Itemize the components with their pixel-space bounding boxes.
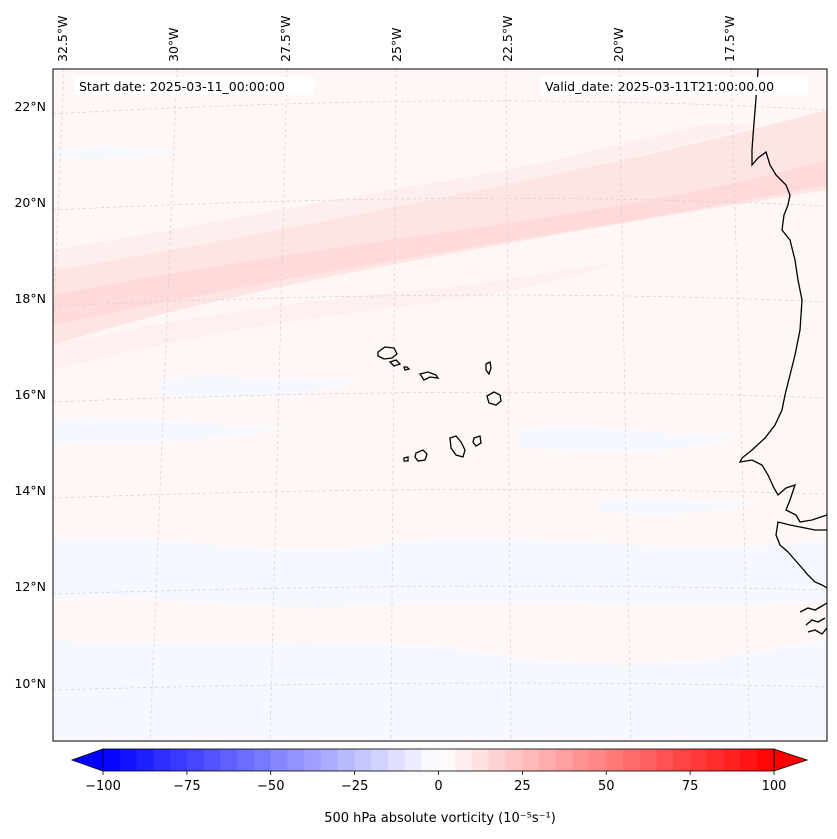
colorbar-segment	[186, 749, 205, 771]
colorbar-segment	[606, 749, 624, 771]
colorbar-segment	[170, 749, 188, 771]
positive-vorticity-band	[53, 110, 827, 370]
coastline	[377, 69, 827, 635]
colorbar-segment	[623, 749, 641, 771]
colorbar-segment	[673, 749, 691, 771]
colorbar-tick-label: 0	[434, 779, 442, 794]
lat-label: 12°N	[14, 579, 46, 594]
colorbar-segment	[404, 749, 423, 771]
lat-label: 16°N	[14, 387, 46, 402]
colorbar-segment	[572, 749, 591, 771]
colorbar-segment	[740, 749, 758, 771]
lat-label: 18°N	[14, 291, 46, 306]
graticule	[53, 69, 827, 741]
latitude-labels: 22°N 20°N 18°N 16°N 14°N 12°N 10°N	[14, 99, 46, 691]
lat-label: 10°N	[14, 676, 46, 691]
colorbar-segment	[539, 749, 557, 771]
map-frame	[52, 68, 828, 742]
longitude-labels: 32.5°W 30°W 27.5°W 25°W 22.5°W 20°W 17.5…	[55, 16, 737, 62]
colorbar-segment	[472, 749, 490, 771]
colorbar-segment	[589, 749, 607, 771]
lon-label: 32.5°W	[55, 16, 70, 62]
colorbar-segment	[270, 749, 289, 771]
colorbar-segment	[505, 749, 523, 771]
start-date-box	[74, 77, 314, 95]
lat-label: 20°N	[14, 195, 46, 210]
colorbar-segment	[488, 749, 507, 771]
colorbar-segment	[522, 749, 540, 771]
colorbar-segment	[237, 749, 255, 771]
colorbar-segment	[321, 749, 339, 771]
negative-vorticity-shading	[53, 147, 827, 741]
colorbar-tick-label: 75	[682, 779, 699, 794]
coast-islands-south	[799, 602, 827, 635]
colorbar-segments	[103, 749, 775, 771]
cape-verde-sao-vicente	[388, 359, 402, 367]
cape-verde-sao-nicolau	[418, 371, 440, 381]
cape-verde-maio	[472, 435, 482, 447]
colorbar-segment	[723, 749, 742, 771]
colorbar-segment	[119, 749, 138, 771]
colorbar-segment	[639, 749, 658, 771]
colorbar-tick-label: −100	[85, 779, 121, 794]
colorbar-segment	[371, 749, 389, 771]
lon-label: 20°W	[611, 27, 626, 62]
colorbar-segment	[555, 749, 574, 771]
colorbar-tick-label: −75	[173, 779, 200, 794]
cape-verde-santiago	[449, 435, 466, 458]
start-date-label: Start date: 2025-03-11_00:00:00	[79, 79, 285, 94]
lat-label: 22°N	[14, 99, 46, 114]
cape-verde-boa-vista	[486, 391, 502, 406]
colorbar-segment	[656, 749, 674, 771]
colorbar-tick-label: 100	[762, 779, 787, 794]
valid-date-box	[540, 77, 808, 95]
colorbar-segment	[455, 749, 473, 771]
cape-verde-santa-luzia	[403, 366, 411, 371]
cape-verde-sal	[485, 361, 492, 376]
colorbar-segment	[438, 749, 456, 771]
colorbar: −100 −75 −50 −25 0 25 50 75 100 500 hPa absolute…	[70, 748, 809, 826]
colorbar-ticks: −100 −75 −50 −25 0 25 50 75 100	[85, 771, 786, 794]
colorbar-segment	[136, 749, 154, 771]
colorbar-max-extension	[773, 748, 809, 772]
west-africa-coast	[738, 69, 827, 523]
colorbar-min-extension	[70, 748, 104, 772]
lon-label: 17.5°W	[722, 16, 737, 62]
colorbar-tick-label: 50	[598, 779, 615, 794]
colorbar-segment	[354, 749, 372, 771]
cape-verde-fogo	[414, 449, 428, 462]
lon-label: 22.5°W	[500, 16, 515, 62]
colorbar-segment	[757, 749, 775, 771]
colorbar-segment	[153, 749, 171, 771]
colorbar-segment	[337, 749, 356, 771]
colorbar-segment	[421, 749, 440, 771]
colorbar-segment	[220, 749, 238, 771]
colorbar-segment	[304, 749, 322, 771]
west-africa-coast-south	[775, 521, 827, 589]
cape-verde-brava	[403, 456, 409, 462]
lon-label: 27.5°W	[278, 16, 293, 62]
colorbar-segment	[103, 749, 121, 771]
lat-label: 14°N	[14, 483, 46, 498]
colorbar-label: 500 hPa absolute vorticity (10⁻⁵s⁻¹)	[324, 811, 556, 826]
colorbar-segment	[287, 749, 305, 771]
colorbar-segment	[690, 749, 708, 771]
valid-date-label: Valid_date: 2025-03-11T21:00:00.00	[545, 79, 774, 94]
colorbar-tick-label: −50	[257, 779, 284, 794]
colorbar-tick-label: 25	[514, 779, 531, 794]
colorbar-tick-label: −25	[341, 779, 368, 794]
lon-label: 25°W	[389, 27, 404, 62]
lon-label: 30°W	[166, 27, 181, 62]
map-panel	[53, 69, 827, 741]
cape-verde-santo-antao	[377, 346, 398, 360]
colorbar-segment	[203, 749, 222, 771]
colorbar-segment	[253, 749, 272, 771]
colorbar-segment	[706, 749, 725, 771]
colorbar-segment	[388, 749, 406, 771]
